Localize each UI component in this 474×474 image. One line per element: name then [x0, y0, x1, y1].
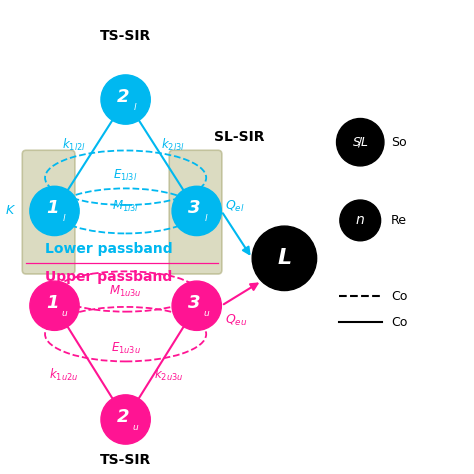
Text: Lower passband: Lower passband	[45, 242, 173, 256]
Text: TS-SIR: TS-SIR	[100, 453, 151, 467]
Text: 2: 2	[117, 408, 129, 426]
Text: 2: 2	[117, 88, 129, 106]
Circle shape	[101, 395, 150, 444]
Text: l: l	[134, 103, 137, 111]
Text: l: l	[205, 214, 208, 223]
Circle shape	[101, 75, 150, 124]
Text: $k_{2l3l}$: $k_{2l3l}$	[161, 137, 185, 153]
Text: $E_{1u3u}$: $E_{1u3u}$	[110, 341, 141, 356]
Text: $k_{1l2l}$: $k_{1l2l}$	[62, 137, 85, 153]
Text: l: l	[63, 214, 65, 223]
Text: $k_{1u2u}$: $k_{1u2u}$	[49, 366, 79, 383]
Text: $k_{2u3u}$: $k_{2u3u}$	[154, 366, 183, 383]
Text: $E_{1l3l}$: $E_{1l3l}$	[113, 168, 138, 183]
Text: u: u	[132, 423, 138, 431]
Text: $K$: $K$	[5, 204, 16, 218]
Text: 1: 1	[46, 199, 58, 217]
Text: TS-SIR: TS-SIR	[100, 28, 151, 43]
Text: $M_{1u3u}$: $M_{1u3u}$	[109, 284, 142, 299]
Text: $S\!/\!L$: $S\!/\!L$	[352, 135, 368, 149]
Circle shape	[30, 186, 79, 236]
Text: So: So	[391, 136, 407, 149]
Text: $Q_{el}$: $Q_{el}$	[225, 199, 245, 214]
Text: 3: 3	[188, 294, 201, 312]
Text: Upper passband: Upper passband	[46, 270, 173, 284]
Text: SL-SIR: SL-SIR	[214, 130, 264, 145]
Text: Co: Co	[391, 316, 408, 329]
Circle shape	[337, 118, 384, 166]
Text: u: u	[203, 309, 209, 318]
Text: Re: Re	[391, 214, 407, 227]
Text: $Q_{eu}$: $Q_{eu}$	[225, 312, 247, 328]
Text: u: u	[61, 309, 67, 318]
Text: $n$: $n$	[356, 213, 365, 228]
Text: $M_{1l3l}$: $M_{1l3l}$	[112, 199, 139, 214]
Text: Co: Co	[391, 290, 408, 303]
FancyBboxPatch shape	[22, 150, 75, 274]
Circle shape	[30, 281, 79, 330]
Text: L: L	[277, 248, 292, 268]
Circle shape	[172, 186, 221, 236]
Text: 1: 1	[46, 294, 58, 312]
Circle shape	[172, 281, 221, 330]
FancyBboxPatch shape	[169, 150, 222, 274]
Circle shape	[252, 226, 317, 291]
Circle shape	[340, 200, 381, 241]
Text: 3: 3	[188, 199, 201, 217]
